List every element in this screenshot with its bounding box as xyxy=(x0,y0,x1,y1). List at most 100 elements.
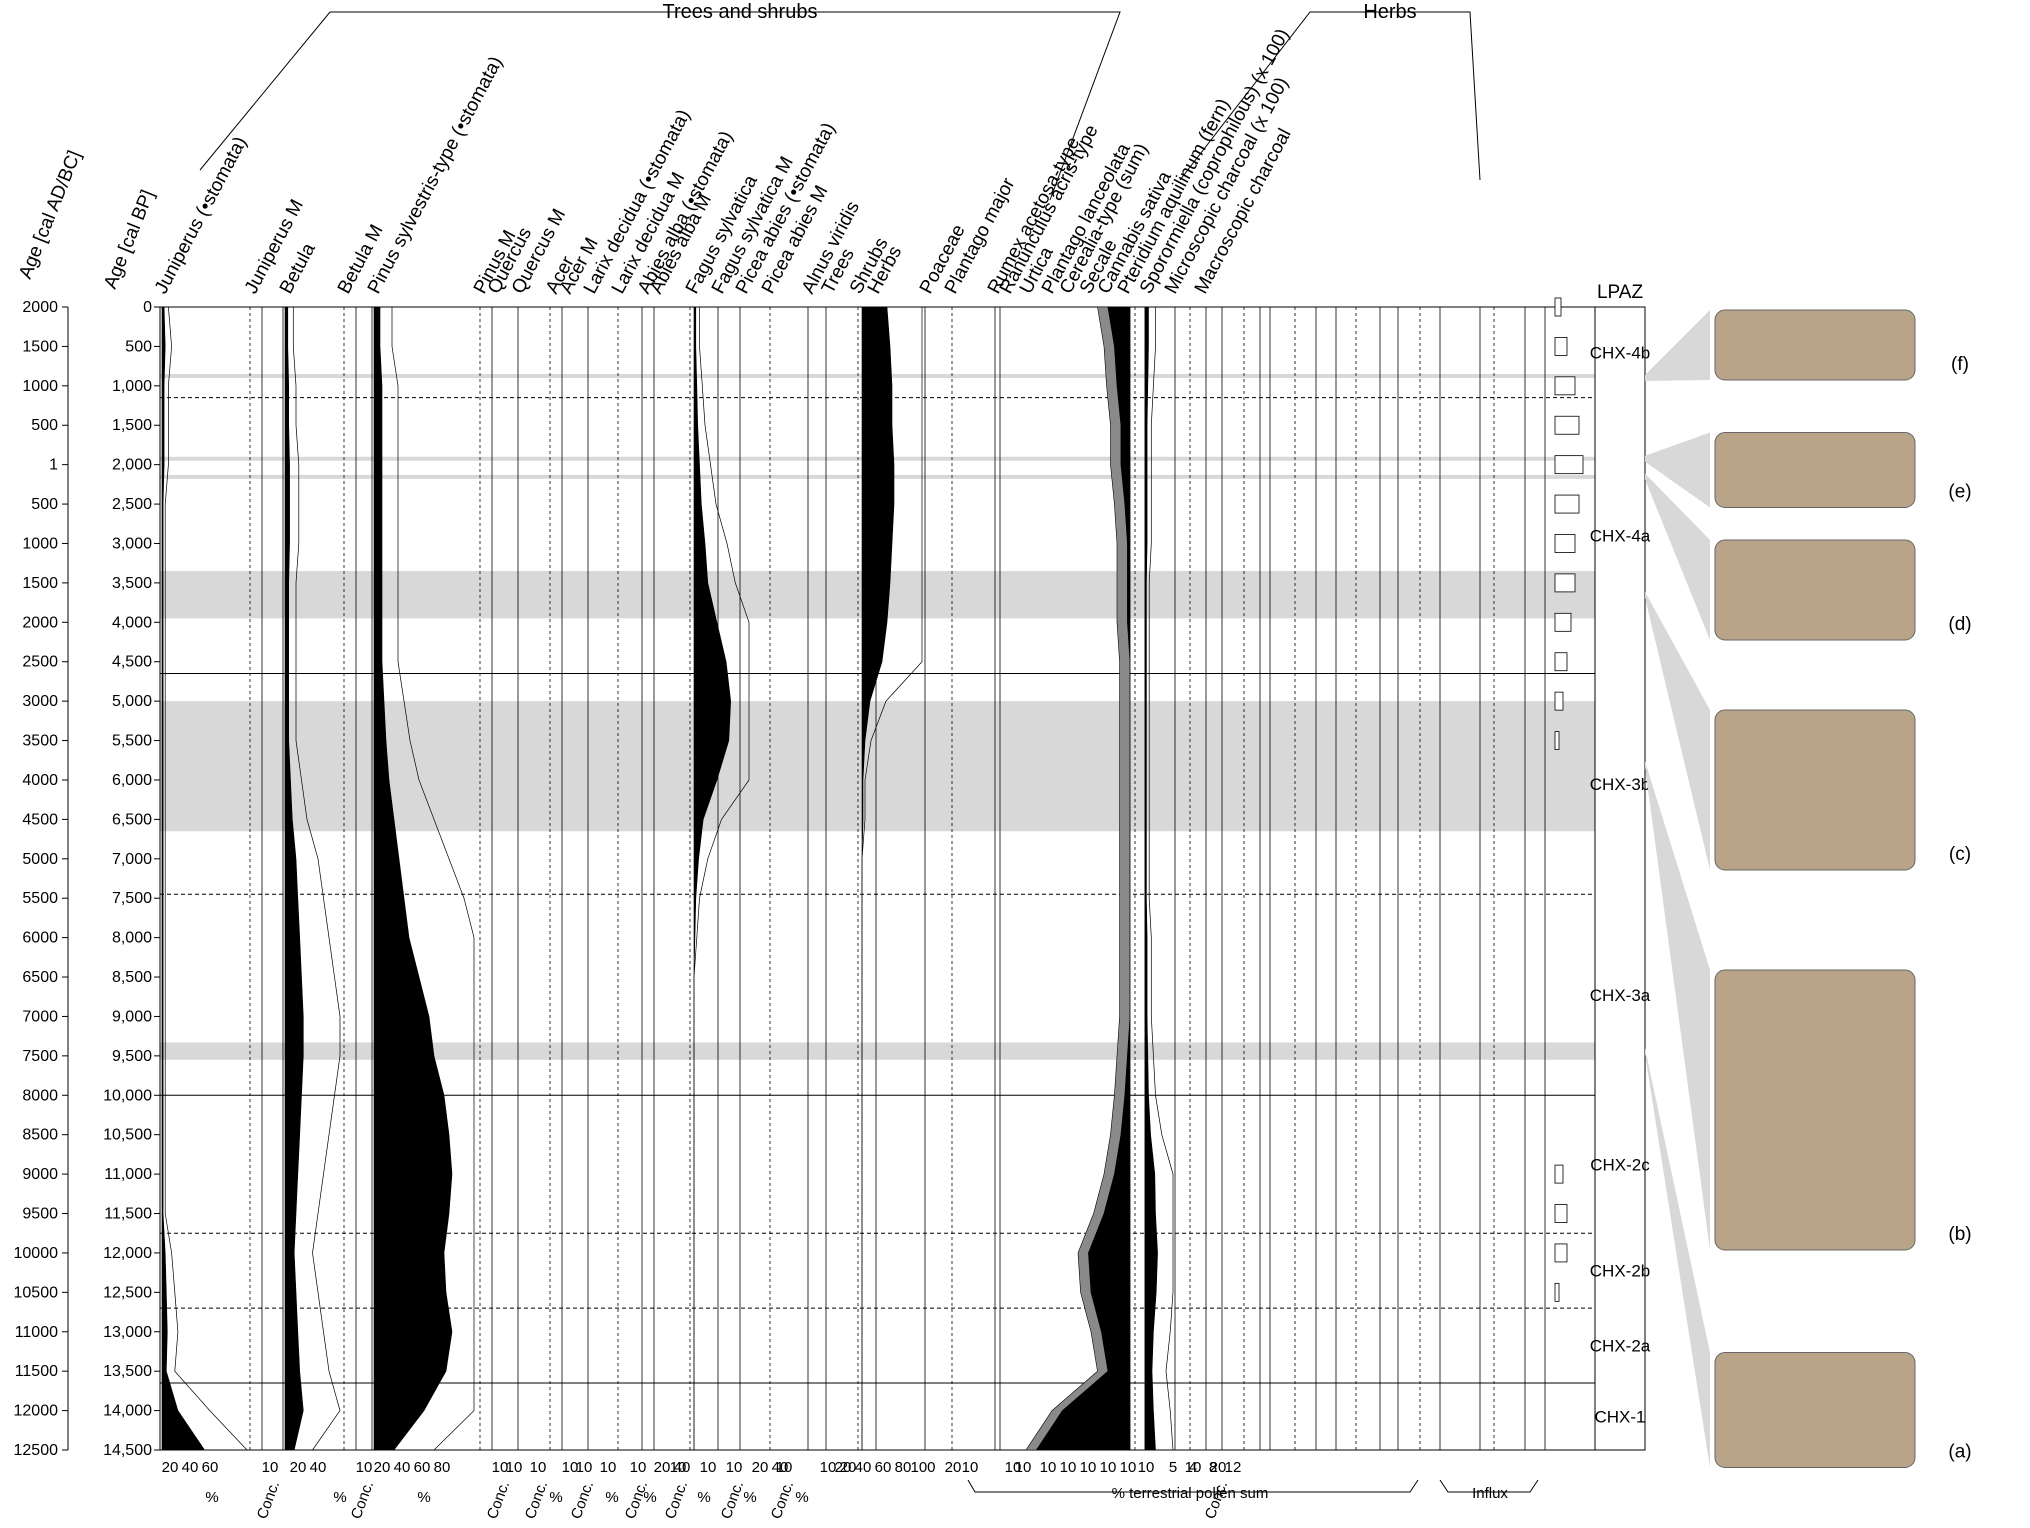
zone-label: CHX-3a xyxy=(1590,986,1651,1005)
unit-label: % xyxy=(333,1489,346,1506)
trees-group-label: Trees and shrubs xyxy=(663,1,818,23)
ad-tick-label: 1 xyxy=(49,457,58,474)
unit-label: Conc. xyxy=(484,1479,513,1522)
betula-area-exaggeration xyxy=(292,307,341,1451)
ad-tick-label: 2000 xyxy=(22,614,58,631)
bp-tick-label: 2,500 xyxy=(112,496,152,513)
unit-label: % xyxy=(205,1489,218,1506)
bottom-tick-label: 10 xyxy=(962,1459,979,1476)
poaceae-area xyxy=(1144,306,1158,1451)
herbs-area xyxy=(1035,306,1131,1451)
bottom-tick-label: 10 xyxy=(600,1459,617,1476)
bottom-tick-label: 80 xyxy=(895,1459,912,1476)
age-bp-title: Age [cal BP] xyxy=(100,187,159,292)
macro-charcoal-bar xyxy=(1554,534,1576,553)
herbs-bracket xyxy=(1179,11,1481,181)
ad-tick-label: 11500 xyxy=(15,1363,58,1380)
ad-tick-label: 5500 xyxy=(22,890,58,907)
unit-label: % xyxy=(417,1489,430,1506)
ad-tick-label: 11000 xyxy=(15,1324,58,1341)
ad-tick-label: 4500 xyxy=(22,811,58,828)
shaded-band-5 xyxy=(160,1042,1595,1060)
bottom-tick-label: 8 xyxy=(1209,1459,1217,1476)
bottom-tick-label: 5 xyxy=(1169,1459,1177,1476)
bottom-tick-label: 60 xyxy=(875,1459,892,1476)
bottom-tick-label: 20 xyxy=(654,1459,671,1476)
metal-tools-label: (c) xyxy=(1949,844,1971,865)
ad-tick-label: 12000 xyxy=(14,1403,59,1420)
unit-label: % xyxy=(643,1489,656,1506)
trees-bracket xyxy=(199,11,1121,201)
bp-tick-label: 14,500 xyxy=(103,1442,152,1459)
bp-tick-label: 14,000 xyxy=(103,1403,152,1420)
ad-tick-label: 3500 xyxy=(22,733,58,750)
ad-tick-label: 1000 xyxy=(22,378,58,395)
burial-box-pointer xyxy=(1645,761,1710,1250)
ad-tick-label: 5000 xyxy=(22,851,58,868)
bottom-tick-label: 10 xyxy=(530,1459,547,1476)
bp-tick-label: 4,500 xyxy=(112,654,152,671)
metal-tools-pointer xyxy=(1645,591,1710,870)
macro-charcoal-bar xyxy=(1554,455,1584,475)
bottom-tick-label: 40 xyxy=(182,1459,199,1476)
bp-tick-label: 11,000 xyxy=(104,1166,152,1183)
coins-label: (f) xyxy=(1951,354,1969,375)
ceramic-vessel-image xyxy=(1714,539,1916,641)
unit-label: Conc. xyxy=(568,1479,597,1522)
bottom-tick-label: 10 xyxy=(576,1459,593,1476)
burial-box-label: (b) xyxy=(1948,1224,1971,1245)
bp-tick-label: 2,000 xyxy=(112,457,152,474)
bp-tick-label: 3,500 xyxy=(112,575,152,592)
unit-label: % xyxy=(697,1489,710,1506)
bottom-tick-label: 20 xyxy=(840,1459,857,1476)
bottom-tick-label: 40 xyxy=(772,1459,789,1476)
lpaz-title: LPAZ xyxy=(1597,282,1644,303)
abies-area-exaggeration xyxy=(693,307,750,1450)
zone-label: CHX-4b xyxy=(1590,343,1650,362)
bottom-tick-label: 40 xyxy=(310,1459,327,1476)
ad-tick-label: 1500 xyxy=(22,575,58,592)
betula-area xyxy=(284,306,304,1451)
macro-charcoal-bar xyxy=(1554,415,1580,435)
zone-label: CHX-3b xyxy=(1590,775,1650,794)
bp-tick-label: 7,500 xyxy=(112,890,152,907)
unit-label: Conc. xyxy=(662,1479,691,1522)
bottom-tick-label: 10 xyxy=(1005,1459,1022,1476)
bottom-tick-label: 10 xyxy=(1015,1459,1032,1476)
picea-area xyxy=(861,306,895,1450)
bottom-tick-label: 100 xyxy=(910,1459,935,1476)
zone-label: CHX-2c xyxy=(1590,1155,1650,1174)
picea-area-exaggeration xyxy=(861,307,923,1450)
unit-label: Conc. xyxy=(768,1479,797,1522)
ad-tick-label: 9500 xyxy=(22,1206,58,1223)
bottom-tick-label: 10 xyxy=(506,1459,523,1476)
bp-tick-label: 10,500 xyxy=(103,1127,152,1144)
bottom-tick-label: 10 xyxy=(726,1459,743,1476)
bp-tick-label: 13,500 xyxy=(103,1363,152,1380)
bp-tick-label: 0 xyxy=(143,299,152,316)
bp-tick-label: 8,500 xyxy=(112,969,152,986)
macro-charcoal-bar xyxy=(1554,1164,1564,1184)
ad-tick-label: 500 xyxy=(31,417,58,434)
bottom-tick-label: 10 xyxy=(1100,1459,1117,1476)
poaceae-area-exaggeration xyxy=(1148,307,1174,1451)
lpaz-column xyxy=(1594,306,1646,1451)
bottom-tick-label: 40 xyxy=(855,1459,872,1476)
inscription-plate-image xyxy=(1714,432,1916,508)
pinus-area-exaggeration xyxy=(391,307,475,1451)
ad-tick-label: 2500 xyxy=(22,654,58,671)
macro-charcoal-bar xyxy=(1554,691,1564,711)
zone-label: CHX-1 xyxy=(1594,1407,1645,1426)
bp-tick-label: 500 xyxy=(125,338,152,355)
macro-charcoal-bar xyxy=(1554,652,1568,672)
bp-tick-label: 3,000 xyxy=(112,535,152,552)
terrestrial-bracket xyxy=(967,1479,1419,1493)
coins-image xyxy=(1714,309,1916,381)
zone-label: CHX-4a xyxy=(1590,527,1651,546)
bp-tick-label: 12,500 xyxy=(103,1284,152,1301)
bp-tick-label: 12,000 xyxy=(103,1245,152,1262)
bp-tick-label: 9,500 xyxy=(112,1048,152,1065)
influx-bracket xyxy=(1439,1479,1539,1493)
macro-charcoal-bar xyxy=(1554,297,1562,317)
